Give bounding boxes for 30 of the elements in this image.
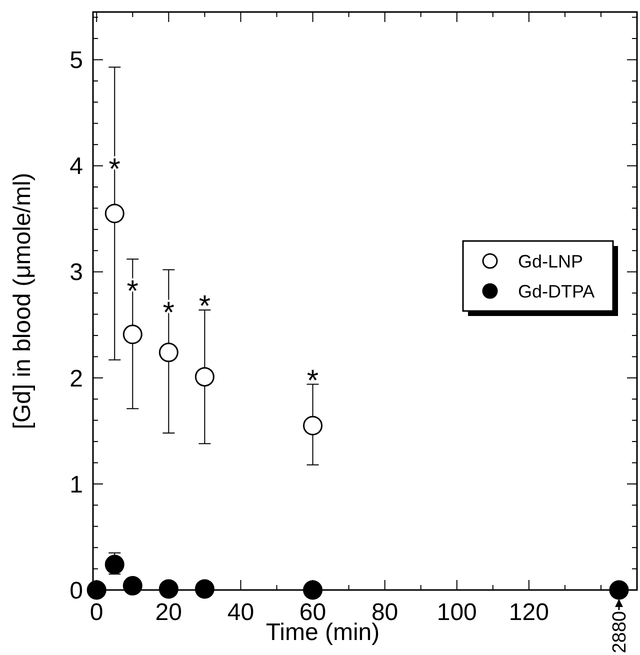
x-tick-label: 40 xyxy=(227,599,254,626)
point xyxy=(104,554,124,574)
point xyxy=(158,342,178,362)
annotation: 2880 xyxy=(610,611,631,654)
point xyxy=(194,579,214,599)
point xyxy=(158,579,178,599)
point xyxy=(609,580,629,600)
annotation: * xyxy=(198,290,211,324)
point xyxy=(122,324,142,344)
point xyxy=(122,576,142,596)
point xyxy=(86,580,106,600)
legend-label: Gd-DTPA xyxy=(518,281,595,302)
point xyxy=(104,204,124,224)
x-tick-label: 60 xyxy=(299,599,326,626)
legend-label: Gd-LNP xyxy=(518,251,584,272)
y-axis-title: [Gd] in blood (μmole/ml) xyxy=(9,172,36,430)
y-tick-label: 5 xyxy=(70,47,83,74)
x-tick-label: 0 xyxy=(90,599,104,626)
x-tick-label: 100 xyxy=(436,599,477,626)
y-tick-label: 1 xyxy=(70,471,83,498)
annotation: * xyxy=(306,364,319,398)
x-tick-label: 120 xyxy=(508,599,549,626)
y-tick-label: 2 xyxy=(70,365,83,392)
x-tick-label: 20 xyxy=(155,599,182,626)
y-tick-label: 4 xyxy=(70,153,83,180)
point xyxy=(303,580,323,600)
y-tick-label: 3 xyxy=(70,259,83,286)
point xyxy=(194,367,214,387)
point xyxy=(303,416,323,436)
y-tick-label: 0 xyxy=(70,577,83,604)
